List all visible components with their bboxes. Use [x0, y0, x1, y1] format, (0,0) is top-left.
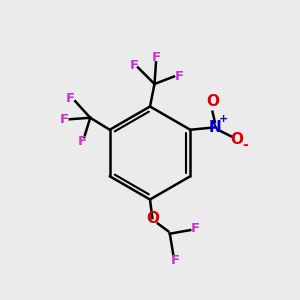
Text: F: F	[60, 113, 69, 126]
Text: O: O	[206, 94, 219, 109]
Text: F: F	[191, 222, 200, 235]
Text: O: O	[231, 132, 244, 147]
Text: F: F	[78, 135, 87, 148]
Text: F: F	[152, 51, 160, 64]
Text: O: O	[146, 211, 160, 226]
Text: -: -	[243, 138, 248, 152]
Text: N: N	[208, 120, 221, 135]
Text: F: F	[175, 70, 184, 83]
Text: +: +	[219, 114, 228, 124]
Text: F: F	[130, 58, 139, 72]
Text: F: F	[170, 254, 179, 267]
Text: F: F	[66, 92, 75, 105]
